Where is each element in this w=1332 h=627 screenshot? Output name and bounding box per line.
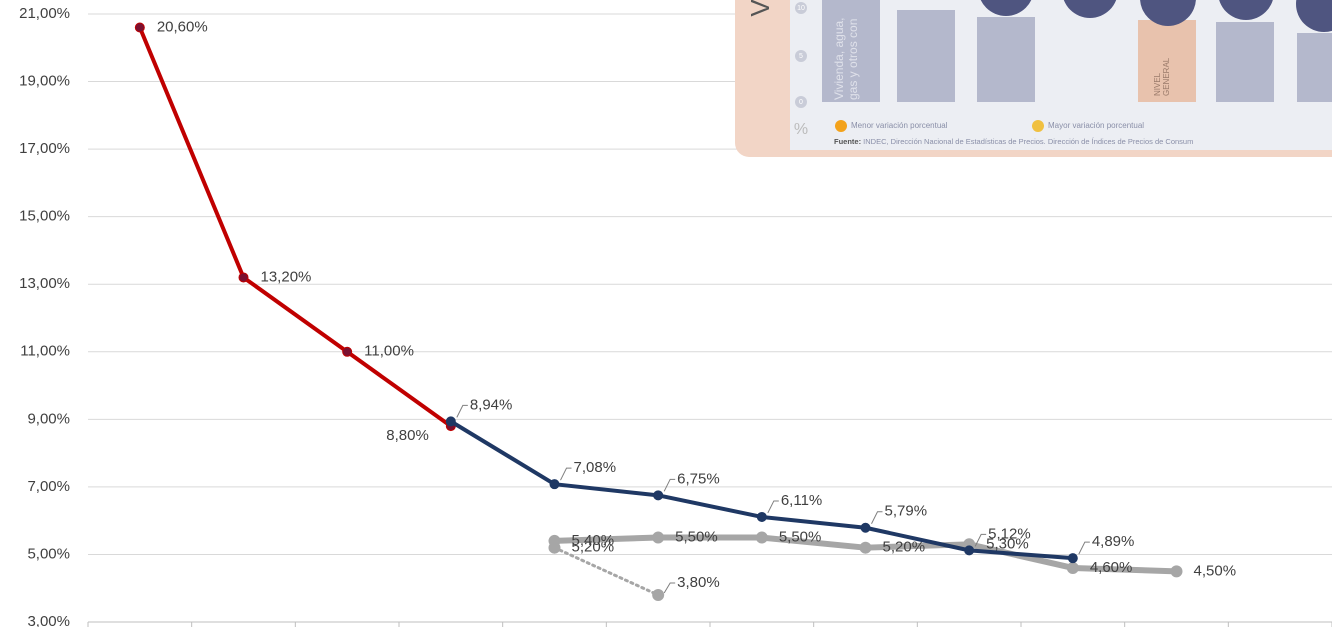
inset-bar-label: Vivienda, agua, <box>832 17 846 100</box>
y-tick-label: 15,00% <box>19 208 70 225</box>
data-point <box>1067 553 1078 564</box>
inset-bar <box>977 17 1035 102</box>
data-label: 5,12% <box>988 525 1031 542</box>
data-label: 7,08% <box>574 459 617 476</box>
y-tick-label: 9,00% <box>27 410 70 427</box>
series-line <box>137 25 453 429</box>
inset-badge <box>980 0 1032 16</box>
data-label: 8,80% <box>386 427 429 444</box>
inset-legend-marker <box>1032 120 1044 132</box>
data-point <box>652 531 665 544</box>
inset-image: V 10 5 0 % Vivienda, agua, gas y otros c… <box>735 0 1332 157</box>
inset-bar-label: GENERAL <box>1162 57 1171 96</box>
inset-legend-label: Menor variación porcentual <box>851 121 948 130</box>
inset-legend-label: Mayor variación porcentual <box>1048 121 1144 130</box>
data-label: 6,11% <box>781 492 822 509</box>
data-point <box>445 416 456 427</box>
data-label: 8,94% <box>470 396 513 413</box>
data-point <box>342 346 353 357</box>
leader-line <box>974 533 987 547</box>
inset-badge <box>1140 0 1196 26</box>
inset-axis-label: 5 <box>799 53 803 60</box>
data-point <box>964 545 975 556</box>
inset-badge <box>1219 0 1273 20</box>
data-label: 4,50% <box>1194 562 1237 579</box>
inset-bar <box>1297 33 1332 102</box>
data-label: 11,00% <box>364 343 414 360</box>
data-label: 5,40% <box>572 532 615 549</box>
y-tick-label: 19,00% <box>19 73 70 90</box>
inset-axis-dot <box>795 50 807 62</box>
inset-source: Fuente: INDEC, Dirección Nacional de Est… <box>834 137 1193 146</box>
data-point <box>653 490 664 501</box>
leader-line <box>1078 541 1090 555</box>
data-label: 20,60% <box>157 18 208 35</box>
inset-axis-unit: % <box>794 121 808 138</box>
y-tick-label: 7,00% <box>27 478 70 495</box>
grid: 3,00% 5,00% 7,00% 9,00% 11,00% 13,00% 15,00% 17… <box>19 5 1332 627</box>
inset-axis-dot <box>795 96 807 108</box>
inset-bar-label: NIVEL <box>1153 72 1162 96</box>
data-point <box>652 588 665 601</box>
inset-bar-label: gas y otros con <box>846 19 860 100</box>
y-tick-label: 5,00% <box>27 545 70 562</box>
inset-bar <box>1138 20 1196 102</box>
inset-axis-dot <box>795 2 807 14</box>
inset-source-bold: Fuente: <box>834 137 861 146</box>
data-label: 5,50% <box>779 529 822 546</box>
data-label: 5,30% <box>986 535 1029 552</box>
y-tick-label: 17,00% <box>19 140 70 157</box>
data-point <box>134 22 145 33</box>
data-point <box>1170 565 1183 578</box>
inset-bar <box>822 0 880 102</box>
inset-axis-label: 10 <box>797 5 805 12</box>
data-label: 5,50% <box>675 529 718 546</box>
inset-legend-marker <box>835 120 847 132</box>
data-point <box>549 479 560 490</box>
y-tick-label: 11,00% <box>20 343 70 360</box>
data-label: 4,60% <box>1090 559 1133 576</box>
y-tick-label: 21,00% <box>19 5 70 22</box>
y-tick-label: 3,00% <box>27 613 70 627</box>
data-label: 3,80% <box>677 574 720 591</box>
data-label: 13,20% <box>261 268 312 285</box>
data-point <box>860 522 871 533</box>
plot: 5,20%3,80%5,40% 5,50% 5,50%5,20% 5,30%4,60%… <box>134 18 1237 601</box>
leader-line <box>871 511 883 524</box>
data-point <box>548 534 561 547</box>
inset-badge <box>1296 0 1332 32</box>
leader-line <box>560 467 572 481</box>
data-point <box>756 511 767 522</box>
inset-bar <box>897 10 955 102</box>
data-point <box>755 531 768 544</box>
data-point <box>238 272 249 283</box>
data-label: 5,20% <box>883 539 926 556</box>
leader-line <box>663 478 676 492</box>
inset-badge <box>1063 0 1117 18</box>
data-label: 4,89% <box>1092 533 1135 550</box>
leader-line <box>456 404 468 418</box>
inset-axis-label: 0 <box>799 99 803 106</box>
series-line <box>553 546 660 597</box>
data-label: 5,79% <box>885 503 928 520</box>
y-tick-label: 13,00% <box>19 275 70 292</box>
inset-title: V <box>745 0 775 17</box>
inset-bar <box>1216 22 1274 102</box>
data-point <box>859 541 872 554</box>
leader-line <box>767 500 779 514</box>
inset-source-text: INDEC, Dirección Nacional de Estadística… <box>861 137 1193 146</box>
data-label: 6,75% <box>677 470 720 487</box>
data-point <box>1066 561 1079 574</box>
leader-line <box>663 582 676 594</box>
